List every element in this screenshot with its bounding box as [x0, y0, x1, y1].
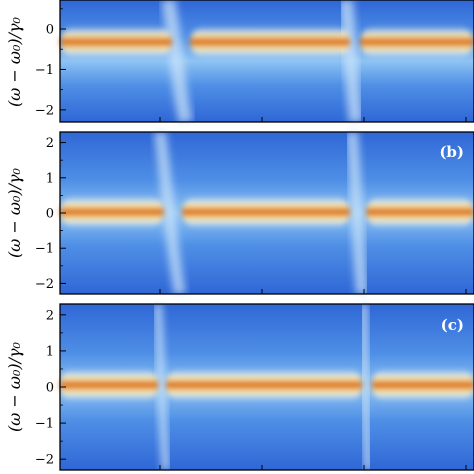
panel-b-band-2: [182, 196, 350, 228]
panel-c-ylabel: (ω − ω₀)/γ₀: [5, 341, 24, 432]
y-tick-label: −2: [35, 453, 54, 468]
panel-a: −2−101 (ω − ω₀)/γ₀: [5, 0, 474, 124]
panel-c-band-3: [372, 369, 474, 401]
y-tick-label: −1: [35, 417, 54, 432]
panel-c-band-1: [60, 369, 158, 401]
y-tick-label: −1: [35, 63, 54, 78]
y-tick-label: −1: [35, 242, 54, 257]
y-tick-label: −2: [35, 103, 54, 118]
panel-a-heatmap-bg: [60, 0, 474, 122]
panel-a-resonance-left: [161, 0, 193, 124]
panel-b-y-axis: −2 −1 0 1 2: [35, 136, 467, 294]
y-tick-label: 0: [46, 23, 54, 38]
panel-a-band-2: [190, 26, 350, 58]
y-tick-label: 1: [46, 344, 54, 359]
panel-c-band-2: [166, 369, 362, 401]
panel-a-band-1: [60, 26, 172, 58]
y-tick-label: 0: [46, 381, 54, 396]
panel-c-resonance-left: [154, 303, 170, 471]
y-tick-label: 1: [46, 171, 54, 186]
panel-a-band-3: [360, 26, 474, 58]
panel-b-band-1: [60, 196, 164, 228]
panel-b-resonance-right: [346, 131, 368, 295]
panel-b: −2 −1 0 1 2 (b) (ω − ω₀)/γ₀: [5, 131, 474, 296]
panel-a-ylabel: (ω − ω₀)/γ₀: [5, 16, 24, 107]
panel-b-resonance-left: [154, 131, 186, 296]
y-tick-label: 2: [46, 308, 54, 323]
panel-b-band-3: [366, 196, 474, 228]
panel-c: −2 −1 0 1 2 (c) (ω − ω₀)/γ₀: [5, 303, 474, 471]
y-tick-label: −2: [35, 277, 54, 292]
panel-c-y-axis: −2 −1 0 1 2: [35, 308, 467, 470]
panel-a-frame: [59, 0, 474, 123]
panel-c-label: (c): [441, 316, 464, 334]
panel-a-resonance-right: [339, 0, 363, 123]
y-tick-label: 2: [46, 136, 54, 151]
panel-b-ylabel: (ω − ω₀)/γ₀: [5, 167, 24, 258]
panel-c-resonance-right: [360, 303, 372, 471]
panel-a-y-axis: −2−101: [35, 8, 467, 122]
panel-b-label: (b): [439, 143, 464, 161]
y-tick-label: 0: [46, 207, 54, 222]
